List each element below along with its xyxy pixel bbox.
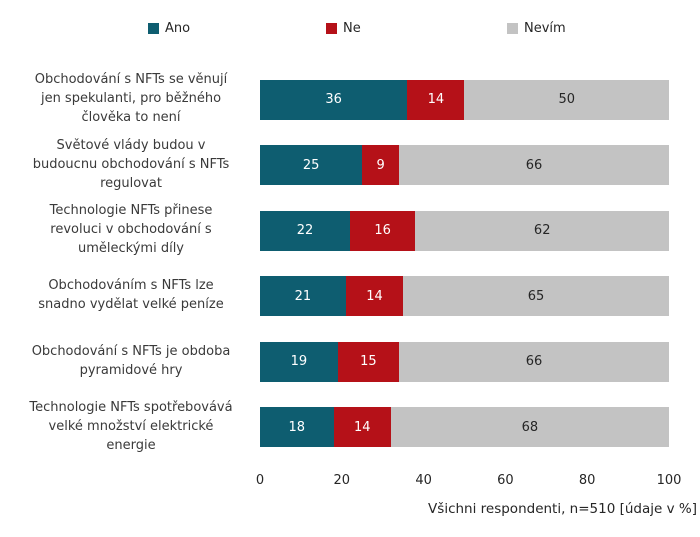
plot-area: Obchodování s NFTs se věnují jen spekula… — [10, 67, 700, 460]
legend-label-nevim: Nevím — [524, 21, 566, 36]
bar-segment-ne: 15 — [337, 341, 400, 382]
bar-segment-ano: 19 — [260, 341, 338, 382]
legend: Ano Ne Nevím — [0, 21, 700, 39]
legend-swatch-nevim-icon — [507, 23, 518, 34]
bar-segment-ano: 22 — [260, 210, 350, 251]
category-label: Světové vlády budou v budoucnu obchodová… — [32, 137, 230, 191]
segment-value: 66 — [525, 354, 543, 370]
category-label: Technologie NFTs přinese revoluci v obch… — [49, 203, 213, 257]
segment-value: 65 — [527, 288, 545, 304]
segment-value: 36 — [325, 92, 342, 108]
legend-swatch-ne-icon — [326, 23, 337, 34]
segment-value: 16 — [374, 223, 391, 239]
chart-row: Světové vlády budou v budoucnu obchodová… — [10, 133, 700, 199]
bar-segment-ano: 25 — [260, 145, 363, 186]
legend-label-ne: Ne — [343, 21, 361, 36]
x-axis-tick: 60 — [497, 473, 514, 488]
chart-row: Obchodováním s NFTs lze snadno vydělat v… — [10, 264, 700, 330]
chart-row: Obchodování s NFTs je obdoba pyramidové … — [10, 329, 700, 395]
bar-segment-ne: 16 — [349, 210, 416, 251]
segment-value: 21 — [294, 288, 312, 304]
bar-segment-nevim: 62 — [415, 210, 669, 251]
segment-value: 14 — [366, 288, 383, 304]
bar-segment-ano: 36 — [260, 79, 408, 120]
bar-segment-nevim: 65 — [403, 276, 669, 317]
bar-track: 22 16 62 — [260, 210, 669, 251]
x-axis-tick: 0 — [255, 473, 265, 488]
segment-value: 18 — [288, 419, 306, 435]
segment-value: 66 — [525, 157, 543, 173]
bar-track: 18 14 68 — [260, 407, 669, 448]
segment-value: 68 — [521, 419, 539, 435]
chart-row: Obchodování s NFTs se věnují jen spekula… — [10, 67, 700, 133]
legend-item-ne: Ne — [326, 21, 361, 36]
segment-value: 25 — [302, 157, 320, 173]
category-label: Obchodováním s NFTs lze snadno vydělat v… — [38, 278, 224, 313]
bar-track: 19 15 66 — [260, 341, 669, 382]
bar-segment-nevim: 66 — [399, 145, 669, 186]
segment-value: 14 — [353, 419, 371, 435]
x-axis-tick: 40 — [415, 473, 432, 488]
bar-segment-nevim: 50 — [464, 79, 669, 120]
segment-value: 22 — [296, 223, 314, 239]
segment-value: 62 — [533, 223, 551, 239]
x-axis-tick: 20 — [333, 473, 351, 488]
legend-item-nevim: Nevím — [507, 21, 566, 36]
category-label: Obchodování s NFTs je obdoba pyramidové … — [31, 343, 231, 378]
x-axis-tick: 100 — [656, 473, 682, 488]
category-label: Obchodování s NFTs se věnují jen spekula… — [34, 72, 228, 126]
chart-row: Technologie NFTs spotřebovává velké množ… — [10, 395, 700, 461]
x-axis-tick: 80 — [578, 473, 596, 488]
legend-item-ano: Ano — [148, 21, 190, 36]
bar-segment-nevim: 68 — [390, 407, 669, 448]
bar-segment-ano: 18 — [260, 407, 334, 448]
segment-value: 19 — [290, 354, 308, 370]
category-label: Technologie NFTs spotřebovává velké množ… — [29, 399, 233, 453]
legend-swatch-ano-icon — [148, 23, 159, 34]
segment-value: 15 — [360, 354, 377, 370]
bar-segment-ano: 21 — [260, 276, 346, 317]
bar-segment-nevim: 66 — [399, 341, 669, 382]
bar-segment-ne: 9 — [362, 145, 400, 186]
bar-segment-ne: 14 — [333, 407, 391, 448]
bar-track: 21 14 65 — [260, 276, 669, 317]
chart-footnote: Všichni respondenti, n=510 [údaje v %] — [428, 501, 697, 517]
segment-value: 9 — [376, 157, 385, 173]
segment-value: 14 — [427, 92, 445, 108]
bar-segment-ne: 14 — [407, 79, 465, 120]
segment-value: 50 — [558, 92, 575, 108]
bar-track: 36 14 50 — [260, 79, 669, 120]
bar-track: 25 9 66 — [260, 145, 669, 186]
chart-row: Technologie NFTs přinese revoluci v obch… — [10, 198, 700, 264]
bar-segment-ne: 14 — [345, 276, 404, 317]
x-axis: 0 20 40 60 80 100 — [256, 473, 682, 489]
legend-label-ano: Ano — [165, 21, 191, 36]
